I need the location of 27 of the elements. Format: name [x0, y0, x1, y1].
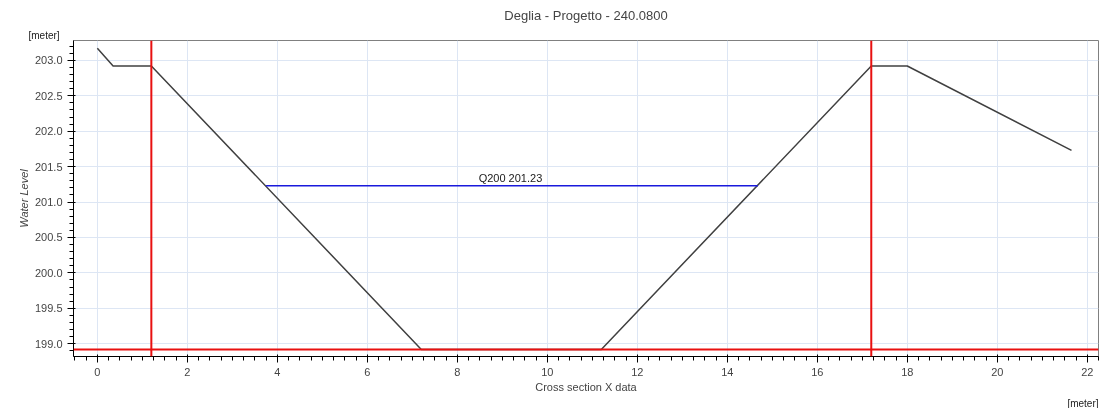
y-axis-title: Water Level [17, 168, 30, 228]
y-tick-label: 202.5 [34, 89, 63, 102]
x-tick-label: 14 [721, 365, 734, 378]
x-tick-label: 8 [454, 365, 461, 378]
x-tick-label: 12 [631, 365, 644, 378]
y-tick-label: 200.5 [34, 231, 63, 244]
x-tick-label: 4 [274, 365, 281, 378]
y-tick-label: 203.0 [34, 54, 63, 67]
y-tick-label: 201.5 [34, 160, 63, 173]
x-tick-label: 0 [94, 365, 101, 378]
x-tick-label: 10 [541, 365, 554, 378]
x-tick-label: 2 [184, 365, 191, 378]
y-tick-label: 199.5 [34, 302, 63, 315]
x-axis-title: Cross section X data [535, 380, 638, 393]
x-tick-label: 16 [811, 365, 824, 378]
chart-title: Deglia - Progetto - 240.0800 [504, 7, 668, 23]
text: [meter] [1067, 397, 1099, 408]
x-tick-label: 6 [364, 365, 371, 378]
y-tick-label: 199.0 [34, 337, 63, 350]
x-tick-label: 22 [1081, 365, 1094, 378]
y-tick-label: 200.0 [34, 266, 63, 279]
x-tick-label: 20 [991, 365, 1004, 378]
y-tick-label: 201.0 [34, 196, 63, 209]
series-label: Q200 201.23 [478, 171, 543, 184]
x-tick-label: 18 [901, 365, 914, 378]
text: [meter] [28, 29, 60, 41]
y-tick-label: 202.0 [34, 125, 63, 138]
